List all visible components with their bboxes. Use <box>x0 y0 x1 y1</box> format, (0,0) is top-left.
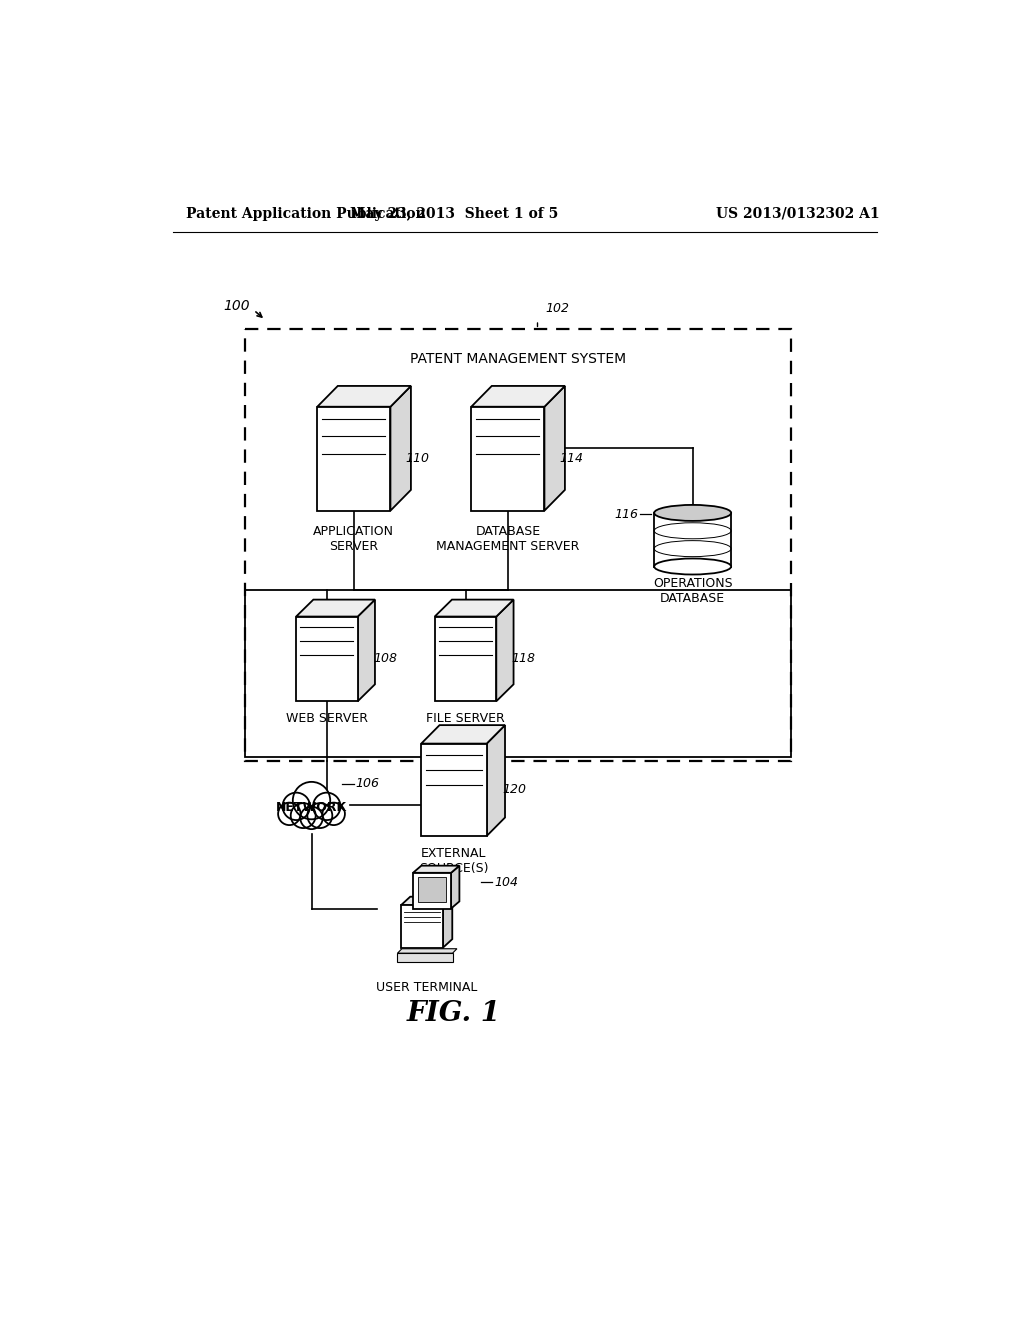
Polygon shape <box>418 876 446 902</box>
Circle shape <box>323 803 345 825</box>
Text: FIG. 1: FIG. 1 <box>407 999 501 1027</box>
Polygon shape <box>471 385 565 407</box>
Polygon shape <box>397 953 453 962</box>
Polygon shape <box>451 866 460 908</box>
Polygon shape <box>296 616 357 701</box>
Text: 100: 100 <box>223 300 250 313</box>
Text: May 23, 2013  Sheet 1 of 5: May 23, 2013 Sheet 1 of 5 <box>350 207 558 220</box>
Text: USER TERMINAL: USER TERMINAL <box>377 981 478 994</box>
Text: OPERATIONS
DATABASE: OPERATIONS DATABASE <box>653 577 732 606</box>
Polygon shape <box>545 385 565 511</box>
Circle shape <box>293 781 330 820</box>
Polygon shape <box>413 866 460 873</box>
Ellipse shape <box>654 504 731 521</box>
Circle shape <box>300 807 323 829</box>
Polygon shape <box>317 385 411 407</box>
Text: 106: 106 <box>355 777 380 791</box>
Circle shape <box>279 803 301 825</box>
Text: NETWORK: NETWORK <box>275 801 347 814</box>
Text: 116: 116 <box>614 508 639 520</box>
Polygon shape <box>654 513 731 566</box>
Text: 110: 110 <box>406 453 430 465</box>
Polygon shape <box>443 896 453 948</box>
Ellipse shape <box>654 558 731 574</box>
Polygon shape <box>421 725 505 743</box>
Polygon shape <box>435 616 497 701</box>
Polygon shape <box>401 906 443 948</box>
Text: 108: 108 <box>373 652 397 665</box>
Circle shape <box>291 803 315 828</box>
Text: 104: 104 <box>494 875 518 888</box>
Text: FILE SERVER: FILE SERVER <box>426 711 505 725</box>
Polygon shape <box>397 949 457 953</box>
Text: APPLICATION
SERVER: APPLICATION SERVER <box>313 524 394 553</box>
Text: 118: 118 <box>512 652 536 665</box>
Circle shape <box>313 792 340 820</box>
Text: WEB SERVER: WEB SERVER <box>286 711 368 725</box>
Text: EXTERNAL
SOURCE(S): EXTERNAL SOURCE(S) <box>419 847 488 875</box>
Polygon shape <box>471 407 545 511</box>
Text: US 2013/0132302 A1: US 2013/0132302 A1 <box>716 207 880 220</box>
Polygon shape <box>486 725 505 836</box>
Polygon shape <box>317 407 390 511</box>
Text: DATABASE
MANAGEMENT SERVER: DATABASE MANAGEMENT SERVER <box>436 524 580 553</box>
Text: PATENT MANAGEMENT SYSTEM: PATENT MANAGEMENT SYSTEM <box>410 351 626 366</box>
Polygon shape <box>357 599 375 701</box>
Polygon shape <box>413 873 451 908</box>
Text: 114: 114 <box>560 453 584 465</box>
Polygon shape <box>401 896 453 906</box>
Text: 120: 120 <box>502 783 526 796</box>
Polygon shape <box>390 385 411 511</box>
Circle shape <box>283 792 310 820</box>
Text: Patent Application Publication: Patent Application Publication <box>186 207 426 220</box>
Text: 102: 102 <box>545 302 569 315</box>
Polygon shape <box>421 743 486 836</box>
Polygon shape <box>497 599 514 701</box>
Circle shape <box>307 803 333 828</box>
Polygon shape <box>435 599 514 616</box>
Polygon shape <box>296 599 375 616</box>
